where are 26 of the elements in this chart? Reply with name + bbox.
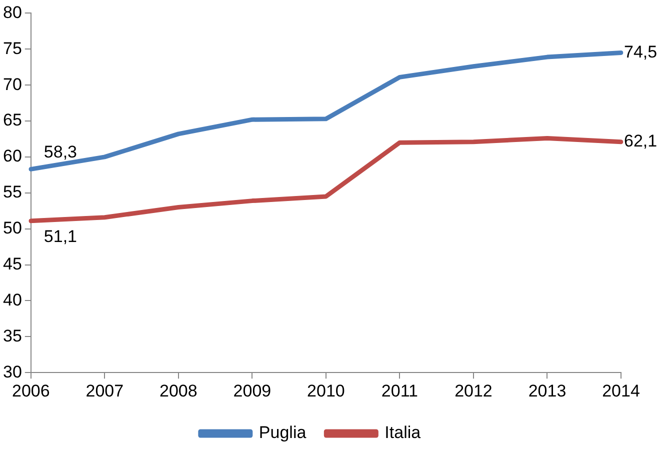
x-tick-label: 2011 [381,381,418,400]
x-tick-label: 2009 [233,381,272,400]
y-tick-label: 35 [2,326,22,346]
y-tick-label: 80 [2,2,22,22]
y-tick-label: 70 [2,74,22,94]
y-tick-label: 30 [2,362,22,382]
y-tick-label: 65 [2,110,22,130]
x-tick-label: 2008 [160,381,198,400]
x-tick-label: 2006 [12,381,50,400]
y-tick-label: 60 [2,146,22,166]
y-tick-label: 75 [2,38,22,58]
y-tick-label: 50 [2,218,22,238]
data-label: 58,3 [44,142,78,162]
legend-label: Italia [384,423,422,442]
data-label: 74,5 [624,42,658,62]
x-tick-label: 2007 [86,381,124,400]
x-tick-label: 2010 [307,381,345,400]
y-tick-label: 55 [2,182,22,202]
x-tick-label: 2014 [602,381,640,400]
y-tick-label: 45 [2,254,22,274]
legend-label: Puglia [258,423,307,442]
x-tick-label: 2012 [454,381,492,400]
data-label: 51,1 [44,227,78,246]
y-tick-label: 40 [2,290,22,310]
x-tick-label: 2013 [528,381,566,400]
data-label: 62,1 [624,132,658,151]
